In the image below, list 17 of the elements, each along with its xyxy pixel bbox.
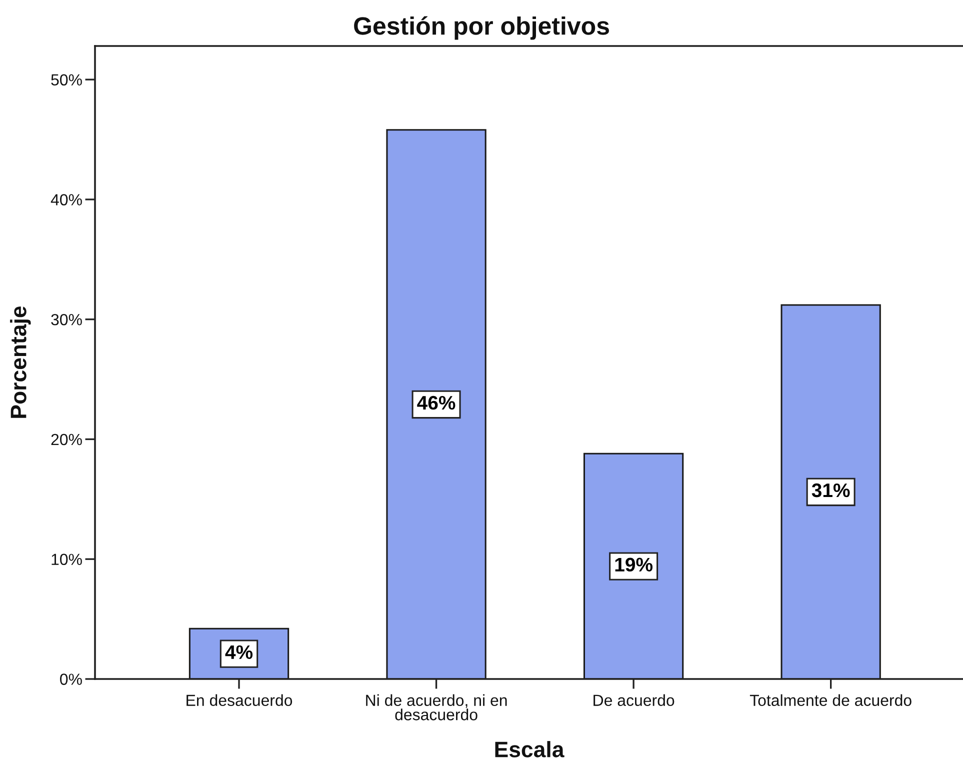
data-label: 4% [225, 645, 253, 660]
y-axis-title: Porcentaje [10, 306, 31, 418]
x-axis-title: Escala [495, 741, 564, 758]
data-label: 19% [615, 558, 652, 572]
x-tick-label: Totalmente de acuerdo [750, 694, 912, 706]
x-tick-label: En desacuerdo [186, 694, 292, 706]
data-label: 31% [812, 483, 850, 498]
x-tick-label: De acuerdo [594, 694, 674, 706]
y-tick-label: 20% [51, 434, 82, 446]
y-tick-label: 50% [51, 74, 82, 86]
y-tick-label: 0% [60, 674, 82, 685]
x-tick-label: Ni de acuerdo, ni en desacuerdo [366, 694, 507, 720]
y-tick-label: 30% [51, 314, 82, 326]
data-label: 46% [417, 396, 456, 410]
chart-title: Gestión por objetivos [354, 16, 609, 40]
y-tick-label: 40% [50, 194, 82, 206]
y-tick-label: 10% [52, 554, 82, 566]
